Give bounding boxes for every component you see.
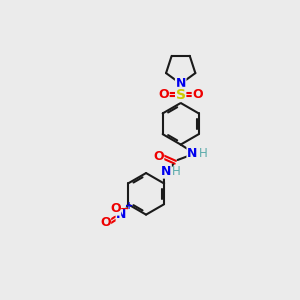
Text: N: N <box>187 146 197 160</box>
Text: N: N <box>161 165 171 178</box>
Text: O: O <box>153 150 164 163</box>
Text: O: O <box>100 216 111 229</box>
Text: −: − <box>120 203 129 214</box>
Text: H: H <box>198 146 207 160</box>
Text: O: O <box>192 88 203 101</box>
Text: O: O <box>110 202 121 215</box>
Text: H: H <box>172 165 181 178</box>
Text: +: + <box>125 201 134 211</box>
Text: S: S <box>176 88 186 101</box>
Text: N: N <box>116 208 127 221</box>
Text: N: N <box>176 77 186 90</box>
Text: O: O <box>158 88 169 101</box>
